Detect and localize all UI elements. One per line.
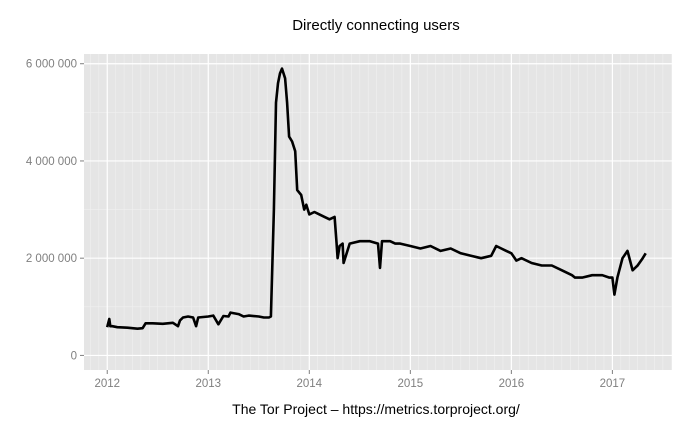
series-line-users (105, 67, 647, 330)
y-tick-label: 6 000 000 (26, 59, 77, 71)
x-tick-label: 2015 (398, 378, 424, 390)
y-tick-label: 0 (71, 350, 77, 362)
x-tick-label: 2013 (195, 378, 221, 390)
x-axis: 2012 2013 2014 2015 2016 2017 (94, 370, 625, 390)
y-tick-label: 2 000 000 (26, 253, 77, 265)
x-tick-label: 2012 (94, 378, 120, 390)
x-tick-label: 2017 (600, 378, 626, 390)
x-tick-label: 2016 (499, 378, 525, 390)
x-tick-label: 2014 (297, 378, 323, 390)
series-group (105, 67, 647, 330)
y-axis: 0 2 000 000 4 000 000 6 000 000 (26, 59, 84, 362)
chart-title: Directly connecting users (292, 17, 460, 34)
y-tick-label: 4 000 000 (26, 156, 77, 168)
gridlines (84, 54, 672, 370)
chart-caption: The Tor Project – https://metrics.torpro… (232, 401, 520, 417)
